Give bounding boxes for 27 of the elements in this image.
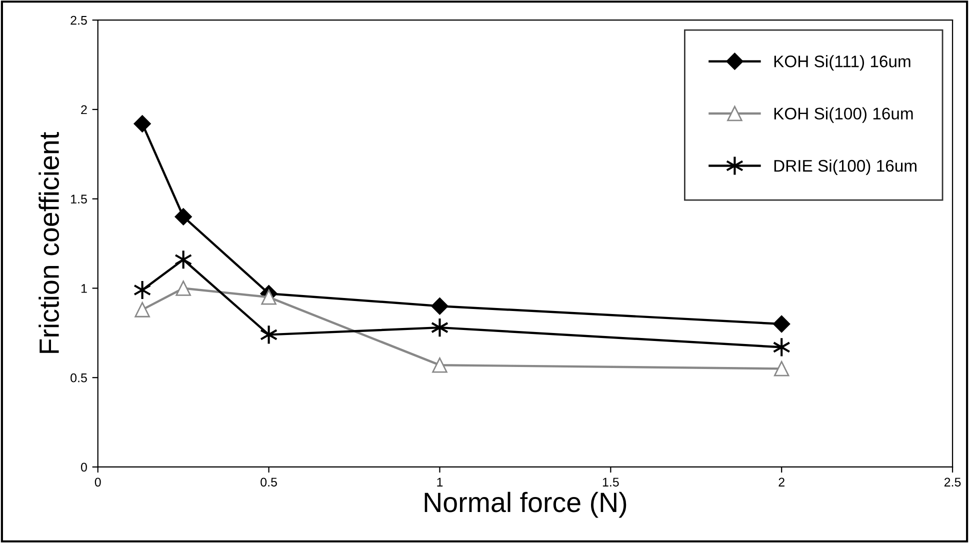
x-tick-label: 2.5: [944, 478, 961, 487]
point: [134, 302, 150, 318]
x-tick-label: 2: [778, 478, 784, 486]
y-axis-title: Friction coefficient: [38, 132, 60, 353]
point: [773, 315, 790, 333]
point: [174, 208, 192, 226]
point: [176, 280, 191, 296]
legend-label: DRIE Si(100) 16um: [774, 159, 916, 176]
point: [774, 361, 790, 376]
x-tick-label: 0.5: [260, 478, 277, 487]
y-tick-label: 1: [81, 284, 87, 293]
point: [134, 115, 151, 132]
point: [431, 298, 448, 315]
x-tick-label: 0: [94, 478, 101, 487]
y-tick-label: 0: [80, 462, 87, 472]
x-tick-label: 1.5: [602, 478, 619, 487]
legend-label: KOH Si(100) 16um: [774, 107, 913, 123]
point: [430, 317, 449, 338]
point: [432, 357, 448, 373]
y-tick-label: 2: [81, 105, 87, 114]
y-tick-label: 1.5: [71, 194, 87, 204]
y-tick-label: 2.5: [70, 16, 87, 25]
x-tick-label: 1: [437, 478, 443, 486]
point: [261, 290, 276, 305]
legend-label: KOH Si(111) 16um: [774, 55, 910, 71]
x-axis-title: Normal force (N): [424, 492, 626, 518]
y-tick-label: 0.5: [70, 373, 87, 382]
